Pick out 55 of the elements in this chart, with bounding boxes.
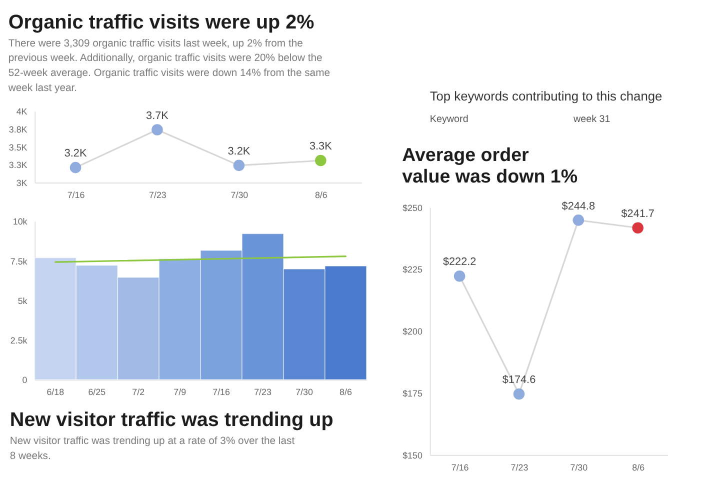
point <box>70 162 82 174</box>
x-tick-label: 7/30 <box>570 462 588 472</box>
x-tick-label: 6/18 <box>46 386 64 397</box>
y-tick-label: 2.5k <box>10 335 28 346</box>
text: New visitor traffic was trending up <box>10 409 334 432</box>
point <box>315 154 326 166</box>
x-tick-label: 8/6 <box>314 190 328 200</box>
y-tick-label: 3.5K <box>8 142 28 152</box>
y-tick-label: 3.3K <box>8 160 28 170</box>
data-label: $174.6 <box>502 374 536 386</box>
text: Top keywords contributing to this change <box>430 88 662 104</box>
point <box>454 270 466 282</box>
x-tick-label: 7/16 <box>451 462 469 472</box>
point <box>152 124 163 136</box>
chart-subtitle: There were 3,309 organic traffic visits last week, up 2% from the previous week. Additionally, organic traffic visits were 20% below the 52-week average. Organic traffic visits were down 14% from the same week last year. <box>7 38 330 94</box>
chart-title: Organic traffic visits were up 2% <box>8 12 315 34</box>
data-label: $244.8 <box>562 200 596 212</box>
y-tick-label: $150 <box>402 450 422 460</box>
point <box>632 222 644 234</box>
y-tick-label: 10k <box>12 216 28 227</box>
data-label: $222.2 <box>442 256 476 268</box>
x-tick-label: 7/30 <box>296 386 313 397</box>
y-tick-label: 7.5k <box>10 256 28 266</box>
data-label: 3.2K <box>228 146 251 158</box>
text: Keyword <box>430 114 468 126</box>
x-tick-label: 7/9 <box>174 386 186 397</box>
y-tick-label: 4K <box>16 106 28 117</box>
y-tick-label: $250 <box>402 202 422 213</box>
data-label: 3.3K <box>309 140 333 153</box>
x-tick-label: 7/16 <box>212 386 230 397</box>
x-tick-label: 8/6 <box>632 462 645 472</box>
y-tick-label: 0 <box>22 375 28 386</box>
chart-title: Average order value was down 1% <box>402 144 578 187</box>
x-tick-label: 7/23 <box>254 386 272 397</box>
x-tick-label: 8/6 <box>340 386 352 397</box>
x-tick-label: 6/25 <box>88 386 106 397</box>
data-label: 3.2K <box>64 148 88 160</box>
data-label: $241.7 <box>621 208 654 220</box>
y-tick-label: $175 <box>402 388 422 398</box>
y-tick-label: 5k <box>18 296 28 306</box>
point <box>572 214 584 226</box>
x-tick-label: 7/2 <box>132 386 145 397</box>
text: New visitor traffic was trending up at a rate of 3% over the last 8 weeks. <box>10 436 295 462</box>
text: week 31 <box>572 114 611 126</box>
point <box>513 388 525 400</box>
x-tick-label: 7/30 <box>230 190 248 200</box>
data-label: 3.7K <box>146 110 170 122</box>
y-tick-label: $200 <box>402 326 422 337</box>
x-tick-label: 7/23 <box>149 190 166 200</box>
x-tick-label: 7/23 <box>510 462 528 472</box>
y-tick-label: $225 <box>402 264 422 275</box>
point <box>233 160 245 172</box>
x-tick-label: 7/16 <box>67 190 85 200</box>
y-tick-label: 3K <box>16 178 28 188</box>
y-tick-label: 3.8K <box>8 124 28 135</box>
